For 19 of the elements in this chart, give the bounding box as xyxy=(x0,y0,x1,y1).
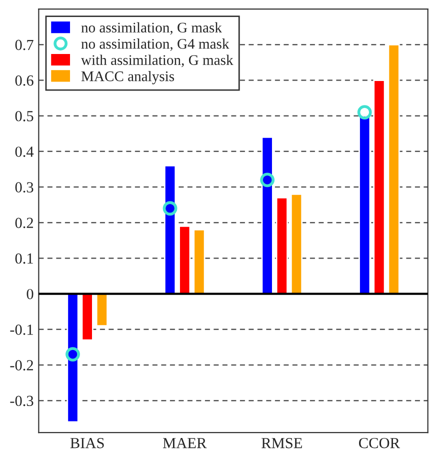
legend-label: MACC analysis xyxy=(81,70,174,84)
y-tick-label: 0.4 xyxy=(15,146,34,157)
y-tick-label: 0.5 xyxy=(15,110,34,122)
y-tick-label: 0.3 xyxy=(15,182,34,193)
legend-label: no assimilation, G mask xyxy=(81,22,222,35)
y-tick-label: -0.2 xyxy=(10,360,33,371)
y-tick-label: -0.3 xyxy=(10,396,34,406)
legend-label: no assimilation, G4 mask xyxy=(81,38,230,51)
y-tick-label: 0.1 xyxy=(15,253,33,264)
x-tick-label: CCOR xyxy=(359,438,400,448)
legend-label: with assimilation, G mask xyxy=(81,54,234,68)
y-tick-label: 0.7 xyxy=(15,40,34,50)
y-tick-label: -0.1 xyxy=(10,324,33,335)
y-tick-label: 0.2 xyxy=(15,218,33,228)
y-tick-label: 0 xyxy=(26,288,34,300)
x-tick-label: RMSE xyxy=(262,438,302,448)
x-tick-label: MAER xyxy=(163,438,207,448)
y-tick-label: 0.6 xyxy=(15,75,34,86)
x-tick-label: BIAS xyxy=(70,438,104,448)
